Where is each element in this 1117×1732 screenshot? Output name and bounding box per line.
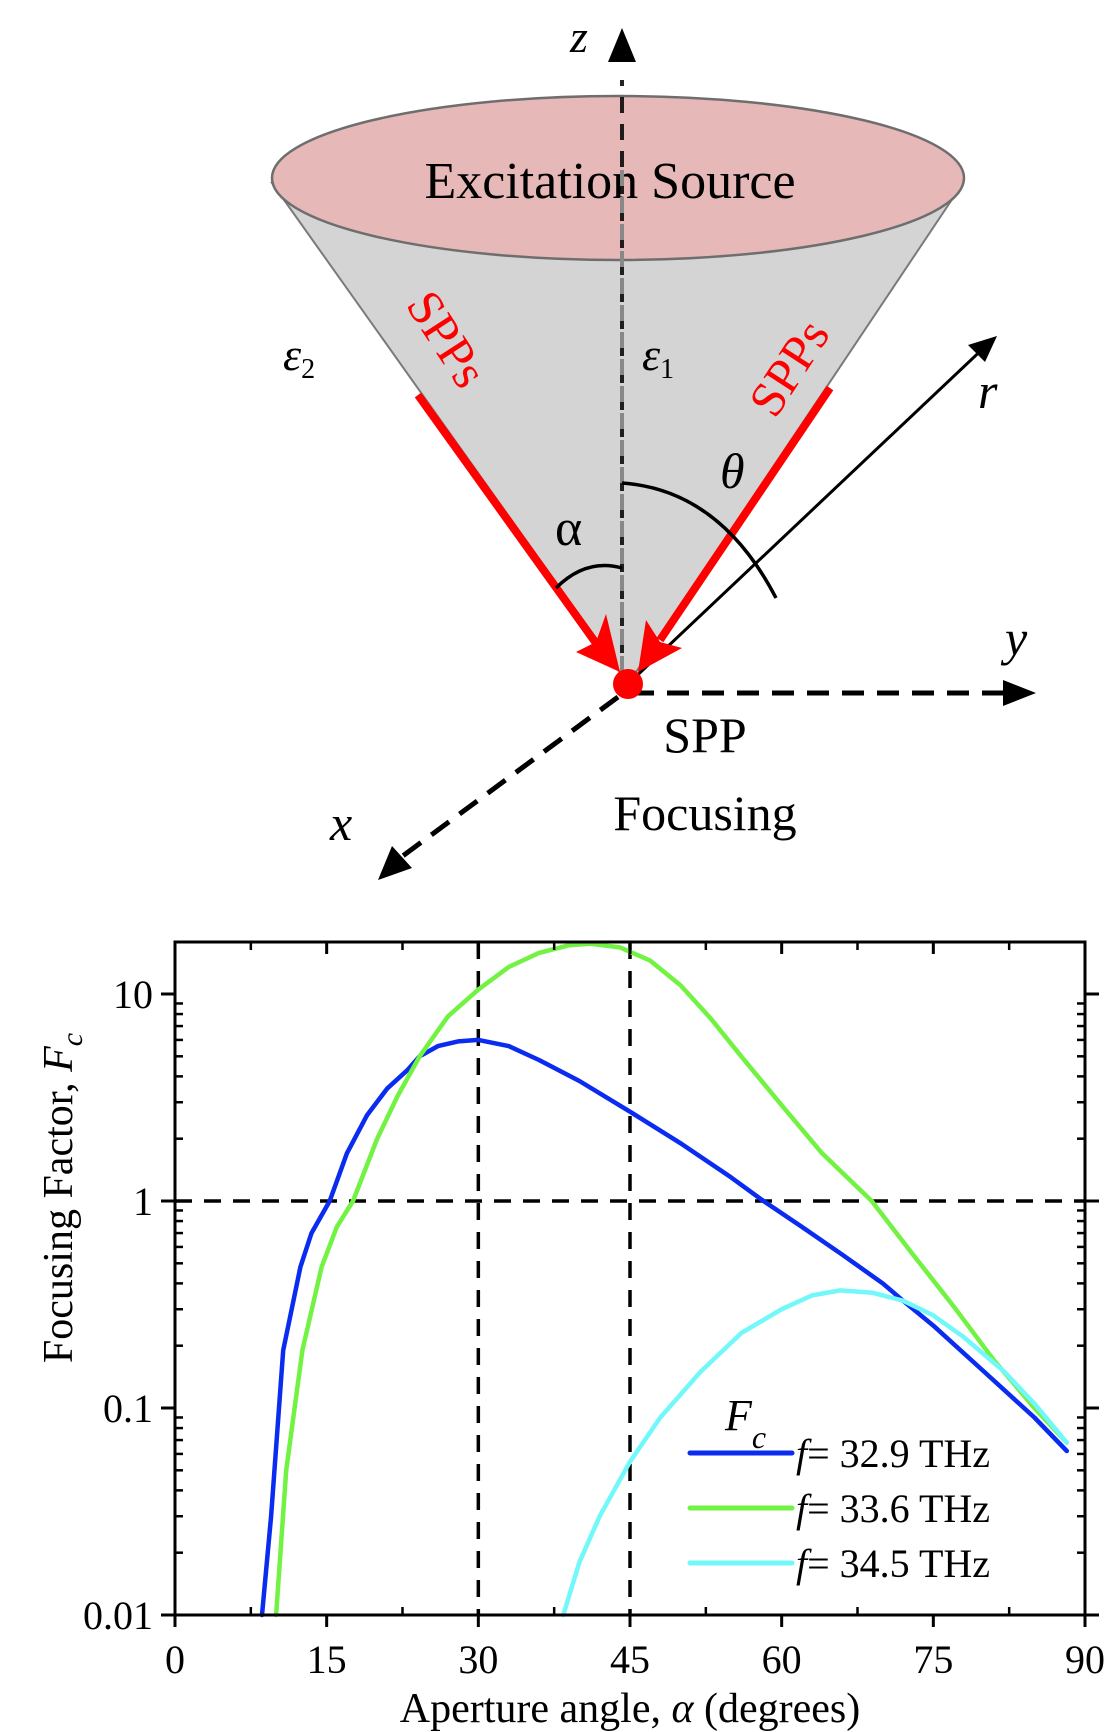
legend-entry-3: f= 34.5 THz (687, 1541, 990, 1586)
epsilon-2-label: ε2 (283, 329, 315, 385)
x-axis-label: x (329, 795, 352, 851)
axis-ticks (161, 942, 1099, 1627)
focusing-factor-chart: 0 15 30 45 60 75 90 0.01 0.1 1 10 Aperture angle, … (36, 940, 1105, 1732)
theta-arc (621, 481, 778, 599)
series-line-2 (273, 941, 1070, 1618)
excitation-source-disk (270, 94, 966, 262)
spp-left-arrow (414, 392, 602, 649)
z-axis-label: z (569, 11, 588, 62)
reference-lines (175, 942, 1085, 1615)
legend-entry-2: f= 33.6 THz (687, 1486, 990, 1531)
r-axis (626, 340, 992, 686)
legend-title: Fc (724, 1391, 766, 1455)
alpha-arc (554, 563, 623, 590)
legend: Fc f= 32.9 THz f= 33.6 THz f= 34.5 THz (687, 1391, 990, 1586)
x-tick-label: 90 (1065, 1637, 1105, 1682)
spp-right-arrowhead-icon (638, 620, 682, 672)
legend-entry-1: f= 32.9 THz (687, 1431, 990, 1476)
legend-label: f= 32.9 THz (796, 1431, 990, 1476)
r-axis-arrow-icon (968, 336, 997, 362)
y-tick-label: 0.01 (83, 1593, 153, 1638)
y-axis-label: y (1000, 610, 1028, 666)
series-line-3 (561, 1288, 1070, 1618)
x-tick-label: 75 (913, 1637, 953, 1682)
spp-right-arrow (656, 385, 834, 643)
data-series (259, 941, 1070, 1618)
tick-labels: 0 15 30 45 60 75 90 0.01 0.1 1 10 (83, 972, 1105, 1682)
r-axis-label: r (978, 363, 998, 419)
y-tick-label: 1 (133, 1179, 153, 1224)
theta-label: θ (720, 443, 745, 499)
focus-point (613, 669, 643, 699)
y-axis-arrow-icon (1003, 680, 1036, 706)
spp-left-arrowhead-icon (576, 614, 620, 672)
x-tick-label: 30 (458, 1637, 498, 1682)
legend-label: f= 33.6 THz (796, 1486, 990, 1531)
epsilon-1-label: ε1 (642, 329, 674, 385)
legend-label: f= 34.5 THz (796, 1541, 990, 1586)
x-tick-label: 60 (762, 1637, 802, 1682)
spp-focusing-label-line1: SPP (663, 707, 746, 763)
alpha-label: α (555, 500, 582, 557)
y-axis-title: Focusing Factor, Fc (36, 1033, 89, 1363)
x-axis-title: Aperture angle, α (degrees) (400, 1686, 861, 1732)
y-tick-label: 0.1 (103, 1386, 153, 1431)
series-line-1 (259, 1037, 1070, 1618)
x-tick-label: 15 (307, 1637, 347, 1682)
cone-diagram: Excitation Source z r y x SPPs SPPs ε2 (270, 11, 1036, 880)
y-tick-label: 10 (113, 972, 153, 1017)
x-axis-arrow-icon (378, 846, 412, 880)
x-tick-label: 0 (165, 1637, 185, 1682)
spp-focusing-label-line2: Focusing (613, 785, 796, 841)
excitation-source-label: Excitation Source (424, 153, 795, 210)
x-axis (398, 694, 620, 861)
x-tick-label: 45 (610, 1637, 650, 1682)
z-axis-arrow-icon (608, 28, 636, 62)
